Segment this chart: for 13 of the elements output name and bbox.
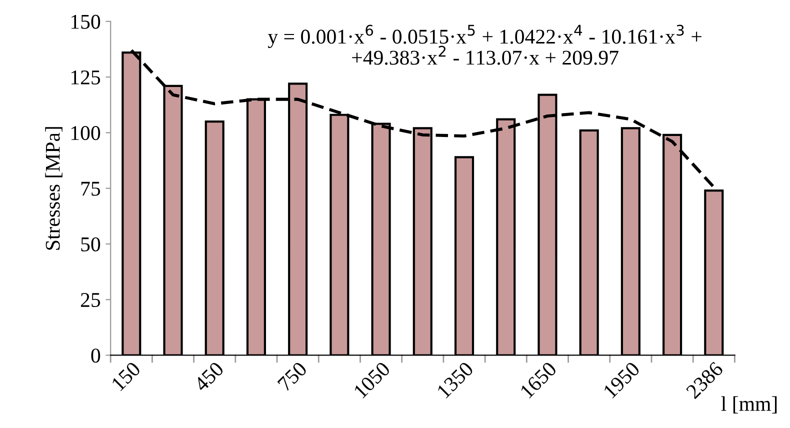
y-tick-label: 75	[81, 182, 100, 196]
y-tick-label: 150	[71, 14, 100, 29]
x-tick-label: 450	[193, 361, 224, 392]
y-tick-label: 100	[71, 126, 100, 140]
x-tick-label: 750	[277, 361, 308, 392]
y-tick-label: 25	[80, 293, 100, 308]
x-axis-title: l [mm]	[721, 396, 777, 414]
y-axis-title: Stresses [MPa]	[45, 127, 62, 250]
y-tick-label: 50	[81, 237, 100, 252]
text: y = 0.001·x$^{6}$ - 0.0515·x$^{5}$ + 1.0422·x$^{4}$ - 10.161·x$^{3}$ + +49.383·x$^{2}$ - 113.07·x + 209.97	[268, 24, 702, 65]
y-tick-label: 125	[71, 70, 100, 84]
y-tick-label: 0	[91, 348, 100, 363]
x-tick-label: 150	[111, 361, 142, 392]
